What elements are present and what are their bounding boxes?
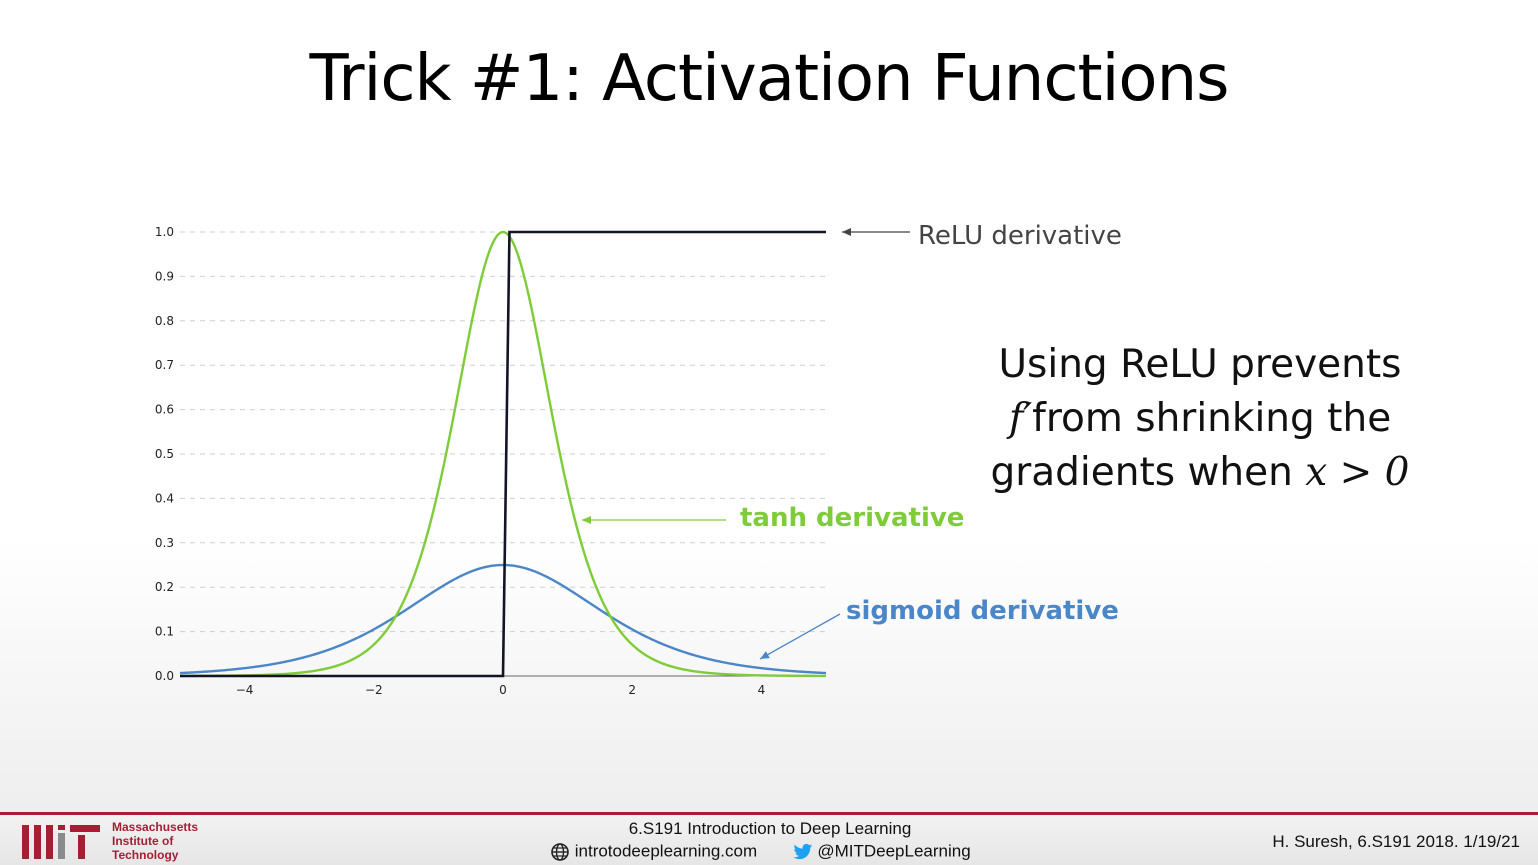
- slide-credit: H. Suresh, 6.S191 2018. 1/19/21: [1272, 832, 1520, 851]
- y-tick-label: 0.4: [155, 491, 174, 505]
- globe-icon: [551, 842, 569, 861]
- footer-accent-line: [0, 812, 1538, 815]
- y-tick-label: 1.0: [155, 225, 174, 239]
- activation-derivatives-chart: 0.0 0.1 0.2 0.3 0.4 0.5 0.6 0.7 0.8 0.9 1.0 −4 −2 0 2 4…: [155, 221, 1122, 697]
- footer-links: introtodeeplearning.com @MITDeepLearning: [550, 841, 971, 862]
- note-f-prime: f′: [1008, 396, 1033, 441]
- y-tick-label: 0.2: [155, 580, 174, 594]
- x-tick-label: −4: [236, 683, 254, 697]
- x-tick-label: 4: [758, 683, 766, 697]
- y-tick-label: 0.1: [155, 625, 174, 639]
- slide-title: Trick #1: Activation Functions: [309, 42, 1230, 116]
- mit-logo-icon: [22, 825, 100, 859]
- relu-note: Using ReLU prevents f′from shrinking the…: [980, 338, 1420, 500]
- y-tick-label: 0.9: [155, 269, 174, 283]
- y-tick-label: 0.0: [155, 669, 174, 683]
- mit-name-line-3: Technology: [112, 848, 179, 862]
- x-tick-label: −2: [365, 683, 383, 697]
- sigmoid-derivative-arrow-shaft: [759, 613, 841, 660]
- relu-derivative-arrow-head: [842, 228, 851, 236]
- sigmoid-derivative-line: [179, 563, 827, 675]
- course-title: 6.S191 Introduction to Deep Learning: [628, 819, 912, 838]
- chart-axes: 0.0 0.1 0.2 0.3 0.4 0.5 0.6 0.7 0.8 0.9 1.0 −4 −2 0 2 4: [155, 225, 826, 697]
- y-tick-label: 0.3: [155, 536, 174, 550]
- note-line-3-text: gradients when: [990, 450, 1293, 495]
- mit-wordmark: Massachusetts Institute of Technology: [112, 820, 198, 862]
- relu-derivative-line: [180, 230, 826, 678]
- sigmoid-derivative-arrow-head: [760, 651, 770, 659]
- chart-annotations: ReLU derivative tanh derivative sigmoid de…: [582, 221, 1122, 660]
- tanh-derivative-label: tanh derivative: [740, 503, 964, 533]
- website-link[interactable]: introtodeeplearning.com: [574, 841, 758, 861]
- y-tick-label: 0.6: [155, 403, 174, 417]
- twitter-handle[interactable]: @MITDeepLearning: [817, 841, 971, 861]
- twitter-icon: [793, 843, 812, 859]
- mit-name-line-2: Institute of: [112, 834, 174, 848]
- note-line-1: Using ReLU prevents: [998, 342, 1402, 387]
- x-tick-label: 2: [628, 683, 636, 697]
- y-tick-label: 0.8: [155, 314, 174, 328]
- x-tick-label: 0: [499, 683, 507, 697]
- footer: Massachusetts Institute of Technology 6.…: [0, 815, 1538, 865]
- note-line-2-text: from shrinking the: [1032, 396, 1392, 441]
- y-tick-label: 0.5: [155, 447, 174, 461]
- y-tick-label: 0.7: [155, 358, 174, 372]
- sigmoid-derivative-label: sigmoid derivative: [846, 596, 1119, 626]
- note-x-condition: x > 0: [1305, 450, 1410, 495]
- mit-name-line-1: Massachusetts: [112, 820, 199, 834]
- tanh-derivative-arrow-head: [582, 516, 591, 524]
- chart-series: [179, 230, 827, 678]
- tanh-derivative-line: [180, 230, 826, 678]
- note-line-2: f′from shrinking the: [980, 392, 1420, 446]
- note-line-3: gradients when x > 0: [980, 446, 1420, 500]
- relu-derivative-label: ReLU derivative: [918, 221, 1122, 251]
